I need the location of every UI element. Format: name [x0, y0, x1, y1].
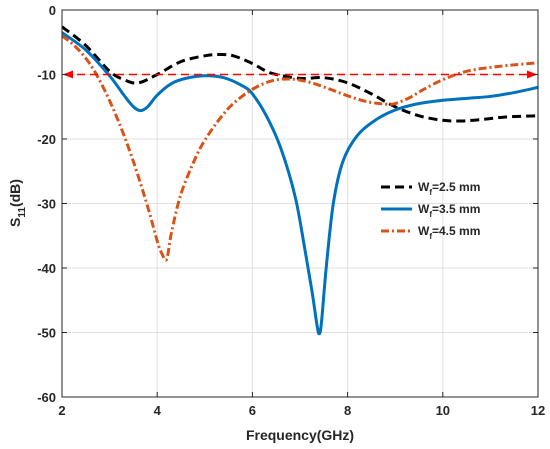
y-tick-label: -40	[37, 261, 56, 276]
x-axis-label: Frequency(GHz)	[246, 427, 354, 443]
legend-label-0-sub: f	[429, 188, 432, 197]
y-tick-label: -30	[37, 197, 56, 212]
tick-labels: 2 4 6 8 10 12 0 -10 -20 -30 -40 -50 -60	[37, 3, 545, 418]
y-tick-label: -60	[37, 390, 56, 405]
y-axis-label-sub: 11	[17, 207, 28, 218]
x-tick-label: 12	[531, 403, 545, 418]
legend-label-1-main: W	[418, 202, 430, 216]
y-tick-label: 0	[49, 3, 56, 18]
legend: Wf=2.5 mm Wf=3.5 mm Wf=4.5 mm	[381, 180, 480, 241]
series-line-2	[62, 34, 538, 262]
y-axis-label: S11(dB)	[7, 179, 28, 227]
legend-label-1: Wf=3.5 mm	[418, 202, 480, 219]
y-tick-label: -20	[37, 132, 56, 147]
axis-ticks	[61, 9, 539, 398]
legend-label-0: Wf=2.5 mm	[418, 180, 480, 197]
legend-label-2: Wf=4.5 mm	[418, 224, 480, 241]
legend-label-1-sub: f	[429, 210, 432, 219]
legend-label-0-suffix: =2.5 mm	[432, 180, 480, 194]
x-tick-label: 8	[344, 403, 351, 418]
x-tick-label: 10	[436, 403, 450, 418]
y-tick-label: -50	[37, 326, 56, 341]
x-tick-label: 4	[154, 403, 162, 418]
legend-label-0-main: W	[418, 180, 430, 194]
y-tick-label: -10	[37, 68, 56, 83]
legend-label-2-suffix: =4.5 mm	[432, 224, 480, 238]
x-tick-label: 6	[249, 403, 256, 418]
series-line-1	[62, 31, 538, 336]
y-axis-label-main: S	[7, 218, 23, 227]
legend-label-2-sub: f	[429, 232, 432, 241]
legend-label-2-main: W	[418, 224, 430, 238]
x-tick-label: 2	[58, 403, 65, 418]
y-axis-label-suffix: (dB)	[7, 179, 23, 207]
legend-label-1-suffix: =3.5 mm	[432, 202, 480, 216]
